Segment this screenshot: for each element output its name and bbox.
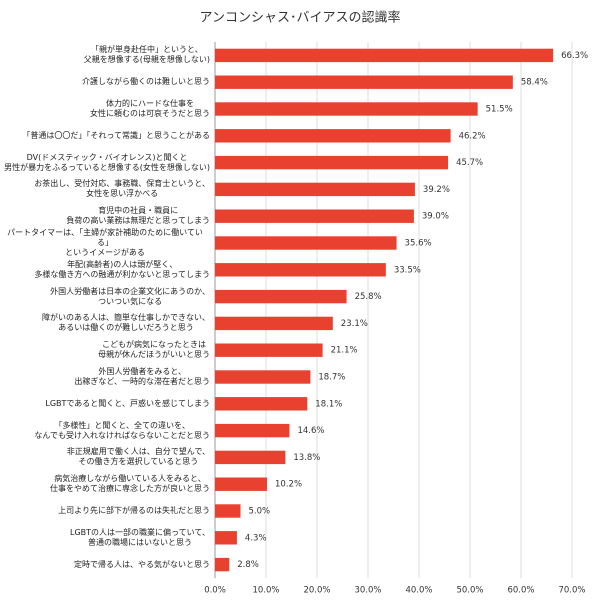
x-tick-label: 30.0%	[354, 586, 381, 596]
value-label: 66.3%	[561, 51, 588, 61]
y-tick-label: 外国人労働者をみると、 出稼ぎなど、一時的な滞在者だと思う	[74, 367, 210, 386]
bar	[215, 531, 237, 545]
y-tick-label: 障がいのある人は、簡単な仕事しかできない、 あるいは働くのが難しいだろうと思う	[42, 313, 210, 333]
x-tick-label: 50.0%	[456, 586, 483, 596]
value-label: 51.5%	[486, 105, 513, 115]
value-label: 13.8%	[293, 453, 320, 463]
y-tick-label: 「普通は〇〇だ」「それって常識」と思うことがある	[22, 130, 210, 140]
y-tick-label: 非正規雇用で働く人は、自分で望んで、 その働き方を選択していると思う	[66, 447, 210, 467]
y-tick-label: パートタイマーは、「主婦が家計補助のために働いている」 というイメージがある	[7, 228, 203, 257]
bar	[215, 370, 311, 384]
y-tick-label: 外国人労働者は日本の企業文化にあうのか、 ついつい気になる	[50, 286, 210, 306]
value-label: 2.8%	[237, 560, 259, 570]
x-tick-label: 10.0%	[252, 586, 279, 596]
x-tick-label: 60.0%	[507, 586, 534, 596]
bar	[215, 129, 451, 143]
bar	[215, 557, 230, 572]
value-label: 21.1%	[331, 346, 358, 356]
bar	[215, 48, 554, 63]
bar	[215, 504, 241, 518]
bar	[215, 75, 513, 89]
x-tick-label: 40.0%	[405, 586, 432, 596]
value-label: 4.3%	[245, 533, 267, 543]
value-label: 5.0%	[249, 507, 271, 517]
bar	[215, 289, 347, 304]
value-label: 25.8%	[355, 292, 382, 302]
bar	[215, 477, 268, 491]
bar	[215, 182, 415, 197]
bar	[215, 343, 323, 357]
value-label: 14.6%	[297, 426, 324, 436]
bar	[215, 423, 290, 438]
y-tick-label: こどもが病気になったときは 母親が休んだほうがいいと思う	[98, 340, 210, 360]
value-label: 18.7%	[318, 373, 345, 383]
y-tick-label: 年配(高齢者)の人は頭が堅く、 多様な働き方への融通が利かないと思ってしまう	[34, 259, 210, 279]
value-label: 35.6%	[405, 239, 432, 249]
bar	[215, 102, 478, 116]
value-label: 18.1%	[315, 399, 342, 409]
y-tick-label: 「親が単身赴任中」というと、 父親を想像する(母親を想像しない)	[83, 45, 210, 65]
bar	[215, 316, 333, 331]
y-tick-label: LGBTであると聞くと、戸惑いを感じてしまう	[45, 398, 210, 408]
y-tick-label: 介護しながら働くのは難しいと思う	[82, 77, 210, 87]
bar	[215, 236, 397, 250]
value-label: 39.2%	[423, 185, 450, 195]
y-tick-label: 病気治療しながら働いている人をみると、 仕事をやめて治療に専念した方が良いと思う	[50, 474, 210, 494]
value-label: 39.0%	[422, 212, 449, 222]
value-label: 46.2%	[459, 131, 486, 141]
value-label: 45.7%	[456, 158, 483, 168]
y-tick-label: LGBTの人は一部の職業に偏っていて、 普通の職場にはいないと思う	[70, 527, 210, 547]
bar	[215, 263, 386, 277]
y-tick-label: 体力的にハードな仕事を 女性に頼むのは可哀そうだと思う	[90, 99, 210, 118]
y-tick-label: 上司より先に部下が帰るのは失礼だと思う	[58, 506, 210, 515]
value-label: 58.4%	[521, 78, 548, 88]
bar	[215, 155, 449, 170]
x-tick-label: 20.0%	[303, 586, 330, 596]
bar	[215, 209, 414, 223]
value-label: 33.5%	[394, 265, 421, 275]
bar	[215, 450, 286, 465]
bar	[215, 397, 308, 411]
value-label: 23.1%	[341, 319, 368, 329]
y-tick-label: 「多様性」と聞くと、全ての違いを、 なんでも受け入れなければならないことだと思う	[34, 420, 210, 440]
chart-title: アンコンシャス･バイアスの認識率	[200, 10, 401, 26]
value-label: 10.2%	[275, 480, 302, 490]
y-tick-label: 育児中の社員・職員に 負荷の高い業務は無理だと思ってしまう	[66, 206, 210, 226]
x-tick-label: 70.0%	[558, 586, 585, 596]
y-tick-label: DV(ドメスティック・バイオレンス)と聞くと 男性が暴力をふるっていると想像する…	[4, 152, 210, 172]
y-tick-label: お茶出し、受付対応、事務職、保育士というと、 女性を思い浮かべる	[34, 179, 210, 199]
y-tick-label: 定時で帰る人は、やる気がないと思う	[74, 559, 210, 569]
x-tick-label: 0.0%	[204, 586, 226, 596]
